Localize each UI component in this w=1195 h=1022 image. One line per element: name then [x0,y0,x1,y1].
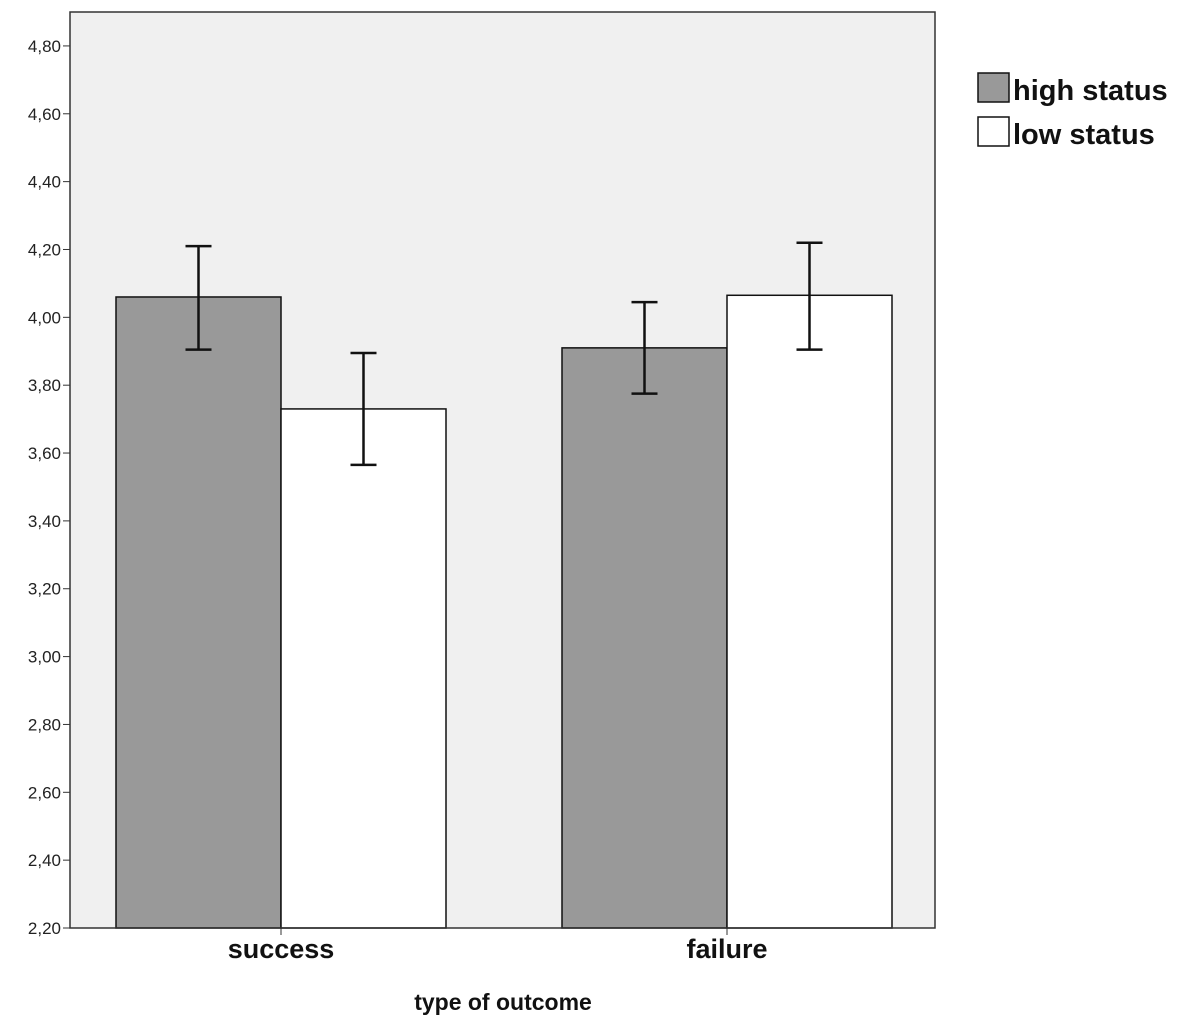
x-category-label: failure [686,934,767,964]
bars-layer [115,294,893,929]
error-bar-success-high-status [185,244,212,351]
legend-label: low status [1013,119,1155,151]
y-axis: 2,20 2,40 2,60 2,80 3,00 3,20 3,40 3,60 3,80 4,00… [28,37,70,938]
legend-label: high status [1013,75,1168,107]
y-tick-label: 3,40 [28,512,61,531]
y-tick-label: 3,80 [28,376,61,395]
bar-failure-low-status [726,294,893,929]
legend-item-high-status: high status [977,72,1168,107]
bar-failure-high-status [561,347,728,929]
error-bar-failure-high-status [631,300,658,395]
x-axis-title: type of outcome [414,989,592,1015]
y-tick-label: 4,20 [28,240,61,259]
error-bar-failure-low-status [796,241,823,351]
y-tick-label: 4,80 [28,37,61,56]
legend-swatch [977,72,1010,103]
legend-item-low-status: low status [977,116,1155,151]
legend: high status low status [977,72,1168,151]
y-tick-label: 2,40 [28,851,61,870]
y-tick-label: 4,00 [28,308,61,327]
y-tick-label: 3,20 [28,580,61,599]
y-tick-label: 3,60 [28,444,61,463]
error-bar-success-low-status [350,351,377,467]
x-axis: success failure [228,928,768,964]
y-tick-label: 2,60 [28,783,61,802]
bar-success-low-status [280,408,447,929]
y-tick-label: 2,20 [28,919,61,938]
y-tick-label: 3,00 [28,648,61,667]
plot-frame [69,11,936,929]
y-tick-label: 4,40 [28,173,61,192]
error-bars-layer [185,241,823,467]
y-tick-label: 4,60 [28,105,61,124]
y-tick-label: 2,80 [28,715,61,734]
legend-swatch [977,116,1010,147]
bar-success-high-status [115,296,282,929]
x-category-label: success [228,934,335,964]
